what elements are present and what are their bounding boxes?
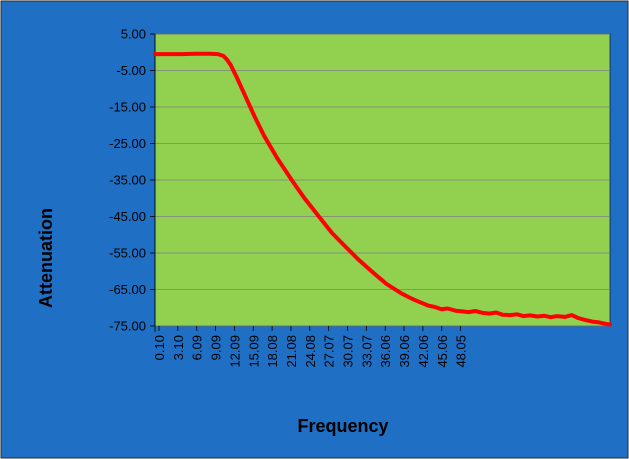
x-tick-label: 21.08 [284,335,299,368]
x-axis-title: Frequency [297,416,388,436]
x-tick-label: 36.06 [378,335,393,368]
x-tick-label: 15.09 [246,335,261,368]
x-tick-label: 33.07 [359,335,374,368]
x-tick-label: 18.08 [265,335,280,368]
x-tick-label: 27.07 [322,335,337,368]
x-tick-label: 45.06 [435,335,450,368]
y-axis-title: Attenuation [36,208,56,308]
y-tick-label: -25.00 [109,136,146,151]
gridlines [150,33,610,332]
x-tick-label: 30.07 [341,335,356,368]
x-tick-label: 24.08 [303,335,318,368]
y-tick-label: -15.00 [109,100,146,115]
series-layer [153,51,612,327]
y-tick-label: -35.00 [109,173,146,188]
x-tick-label: 42.06 [416,335,431,368]
x-tick-label: 9.09 [209,335,224,360]
y-tick-label: -5.00 [116,63,146,78]
y-tick-label: -55.00 [109,246,146,261]
x-tick-label: 0.10 [152,335,167,360]
x-axis-tick-labels: 0.10 3.10 6.09 9.09 12.09 15.09 18.08 21.08 24.0… [152,326,469,368]
y-tick-label: -65.00 [109,282,146,297]
y-tick-label: 5.00 [121,27,146,42]
x-tick-label: 12.09 [227,335,242,368]
x-tick-label: 48.05 [454,335,469,368]
attenuation-series-line [153,51,612,327]
x-tick-label: 3.10 [171,335,186,360]
x-tick-label: 6.09 [190,335,205,360]
y-tick-label: -75.00 [109,319,146,334]
y-tick-label: -45.00 [109,209,146,224]
y-axis-tick-labels: 5.00 -5.00 -15.00 -25.00 -35.00 -45.00 -55.00 -… [109,27,146,334]
x-tick-label: 39.06 [397,335,412,368]
